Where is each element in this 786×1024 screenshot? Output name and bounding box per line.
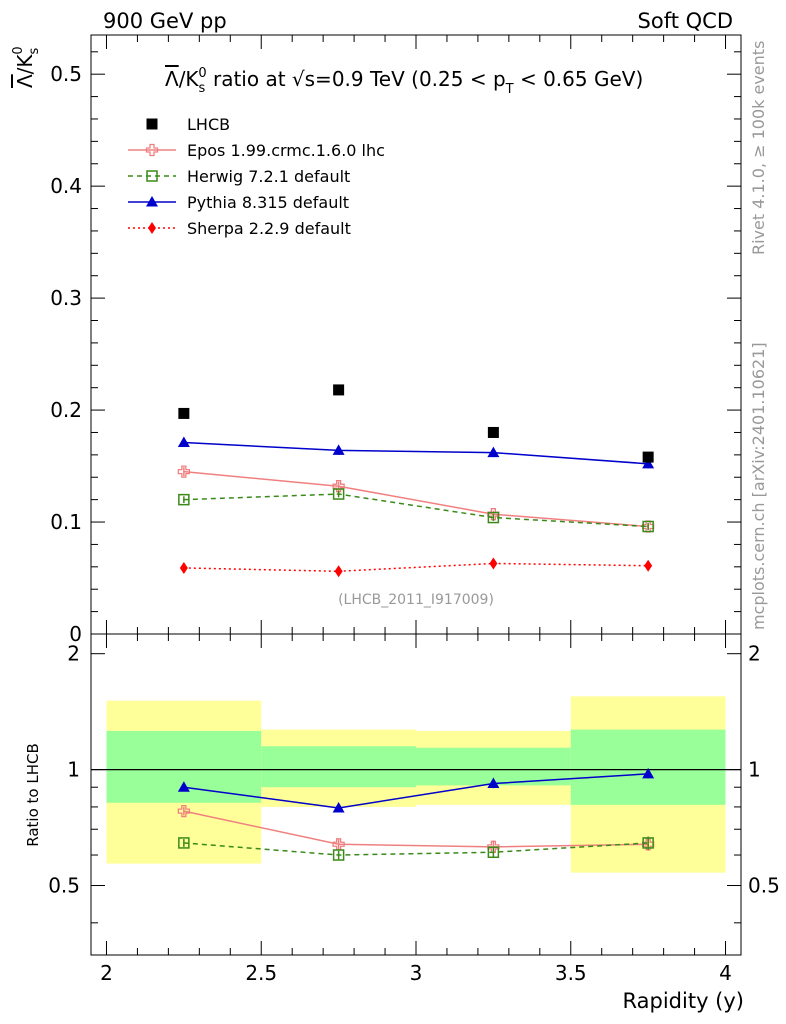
ratio-2-point-0 [177, 781, 190, 792]
legend-marker-2 [146, 170, 158, 182]
main-panel [177, 384, 655, 578]
series-2-point-2 [487, 446, 500, 458]
ylabel-slash: /K [13, 54, 37, 75]
y-tick-label: 0 [69, 622, 82, 646]
title-sup: 0 [198, 66, 206, 81]
series-3-point-0 [179, 561, 188, 574]
series-0-point-1 [332, 480, 345, 493]
ratio-y-tick-label-right: 0.5 [748, 874, 780, 898]
ratio-1-point-1 [332, 849, 345, 861]
title-end: < 0.65 GeV) [514, 67, 644, 91]
x-tick-label: 3.5 [555, 961, 587, 985]
series-2-point-0 [177, 436, 190, 448]
ratio-1-point-2 [487, 846, 500, 859]
rivet-version-label: Rivet 4.1.0, ≥ 100k events [749, 41, 768, 255]
y-tick-label: 0.3 [50, 286, 82, 310]
series-3-point-3 [644, 559, 653, 572]
legend-marker-4 [148, 222, 156, 234]
data-point-2 [487, 426, 499, 438]
series-0-point-0 [177, 465, 191, 478]
series-2-point-3 [642, 457, 655, 469]
ratio-y-tick-label-left: 2 [67, 642, 80, 666]
legend-marker-0 [146, 118, 158, 130]
ratio-2-point-1 [332, 801, 345, 813]
series-line-3 [183, 562, 649, 573]
series-3-point-1 [334, 565, 343, 578]
legend-label-0: LHCB [187, 115, 230, 134]
inner-band-bin-3 [570, 729, 726, 805]
legend-label-3: Pythia 8.315 default [187, 193, 349, 212]
analysis-watermark: (LHCB_2011_I917009) [338, 592, 494, 608]
legend-marker-3 [146, 196, 158, 207]
title-sub: s [199, 81, 206, 96]
y-axis-label: Λ/Ks0 [11, 46, 42, 88]
title-middle: /K [179, 67, 200, 91]
data-point-0 [178, 407, 190, 419]
axes: 2 2.5 3 3.5 4 0 0.1 0.2 0.3 0.4 0.5 0.5 0.5 1 1 2 2 [48, 34, 780, 985]
data-point-3 [642, 451, 654, 463]
header-right-label: Soft QCD [638, 9, 733, 33]
ylabel-lambda: Λ [13, 74, 37, 88]
ratio-line-1 [183, 842, 649, 856]
ratio-1-point-0 [178, 837, 190, 849]
title-rest: ratio at √s=0.9 TeV (0.25 < p [207, 67, 506, 91]
x-axis-label: Rapidity (y) [623, 989, 744, 1013]
series-1-point-2 [487, 511, 500, 524]
x-tick-label: 4 [719, 961, 732, 985]
ratio-1-point-3 [642, 837, 654, 849]
ratio-line-0 [183, 810, 649, 848]
inner-band-bin-1 [261, 746, 416, 788]
ratio-line-2 [183, 773, 649, 809]
y-tick-label: 0.2 [50, 398, 82, 422]
y-tick-label: 0.4 [50, 174, 82, 198]
series-3-point-2 [489, 557, 498, 570]
ylabel-sup: 0 [11, 46, 26, 54]
plot-title: Λ/Ks0 ratio at √s=0.9 TeV (0.25 < pT < 0… [165, 66, 643, 97]
ratio-y-tick-label-left: 0.5 [48, 874, 80, 898]
series-1-point-0 [178, 493, 190, 506]
x-tick-label: 2.5 [245, 961, 277, 985]
ratio-panel [91, 767, 741, 861]
series-line-2 [183, 441, 649, 465]
ratio-2-point-3 [642, 767, 655, 779]
ratio-y-tick-label-right: 2 [748, 642, 761, 666]
legend: LHCB Epos 1.99.crmc.1.6.0 lhc Herwig 7.2.1… [128, 115, 385, 238]
title-lambda: Λ [165, 67, 179, 91]
mcplots-label: mcplots.cern.ch [arXiv:2401.10621] [749, 342, 768, 630]
legend-label-4: Sherpa 2.2.9 default [187, 219, 351, 238]
ratio-0-point-2 [487, 840, 500, 854]
x-tick-label: 2 [100, 961, 113, 985]
legend-marker-1 [145, 143, 159, 157]
series-line-1 [183, 493, 649, 528]
ratio-y-axis-label: Ratio to LHCB [24, 743, 42, 847]
ratio-y-tick-label-right: 1 [748, 758, 761, 782]
ratio-2-point-2 [487, 777, 500, 789]
series-1-point-3 [642, 520, 654, 533]
ratio-0-point-0 [177, 805, 191, 818]
legend-label-2: Herwig 7.2.1 default [187, 167, 350, 186]
y-tick-label: 0.5 [50, 62, 82, 86]
title-sub-t: T [505, 82, 514, 97]
y-tick-label: 0.1 [50, 510, 82, 534]
legend-label-1: Epos 1.99.crmc.1.6.0 lhc [187, 141, 385, 160]
x-tick-label: 3 [410, 961, 423, 985]
inner-band-bin-0 [106, 730, 262, 803]
ratio-uncertainty-bands [106, 696, 726, 873]
series-1-point-1 [332, 488, 345, 500]
series-2-point-1 [332, 444, 345, 455]
ylabel-sub: s [27, 47, 42, 54]
header-left-label: 900 GeV pp [103, 9, 227, 33]
series-line-0 [183, 470, 649, 528]
data-point-1 [333, 384, 345, 396]
ratio-y-tick-label-left: 1 [67, 758, 80, 782]
